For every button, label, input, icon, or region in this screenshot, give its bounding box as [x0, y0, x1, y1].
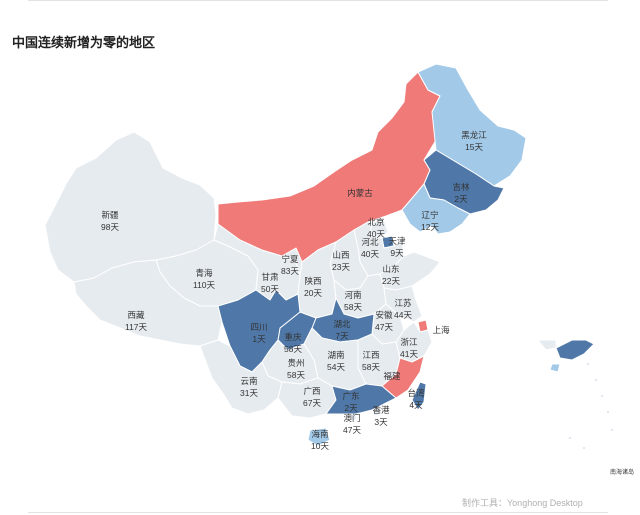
label-shaanxi-name: 陕西: [304, 276, 321, 286]
label-jiangxi-value: 58天: [362, 362, 380, 372]
label-taiwan-name: 台湾: [407, 388, 425, 398]
label-gansu-value: 50天: [261, 284, 279, 294]
label-hubei-name: 湖北: [333, 319, 351, 329]
region-macau[interactable]: [349, 413, 357, 421]
label-beijing-value: 40天: [367, 229, 385, 239]
label-henan-value: 58天: [344, 302, 362, 312]
label-taiwan-value: 4天: [409, 400, 423, 410]
inset-land-east: [555, 339, 595, 361]
label-jiangsu-name: 江苏: [394, 298, 412, 308]
label-shanxi-name: 山西: [332, 250, 349, 260]
label-liaoning-name: 辽宁: [421, 210, 438, 220]
label-shanxi-value: 23天: [332, 262, 350, 272]
region-hongkong[interactable]: [371, 407, 383, 417]
label-gansu-name: 甘肃: [261, 272, 279, 282]
inset-land-west: [537, 339, 557, 351]
label-chongqing-value: 58天: [284, 344, 302, 354]
inset-islands: [569, 363, 613, 449]
label-sichuan-value: 1天: [252, 334, 266, 344]
label-guizhou-name: 贵州: [287, 358, 304, 368]
region-hainan[interactable]: [307, 427, 331, 447]
label-jilin-value: 2天: [454, 194, 468, 204]
label-shandong-name: 山东: [382, 264, 399, 274]
region-liaoning[interactable]: [401, 183, 471, 235]
label-hainan-value: 10天: [311, 441, 329, 451]
label-zhejiang-value: 41天: [400, 349, 418, 359]
label-sichuan-name: 四川: [250, 322, 267, 332]
label-shandong-value: 22天: [382, 276, 400, 286]
region-heilongjiang[interactable]: [417, 63, 527, 187]
label-hubei-value: 7天: [335, 331, 349, 341]
label-jilin-name: 吉林: [452, 182, 470, 192]
label-hebei-name: 河北: [361, 237, 379, 247]
label-guangdong-name: 广东: [342, 391, 359, 401]
label-macau-name: 澳门: [343, 413, 360, 423]
credit-text: 制作工具：Yonghong Desktop: [462, 498, 583, 508]
region-labels: 新疆 98天 西藏 117天 青海 110天 甘肃 50天 宁夏 83天 内蒙古…: [101, 130, 487, 451]
label-qinghai-value: 110天: [193, 280, 216, 290]
label-jiangsu-value: 44天: [394, 310, 412, 320]
label-anhui-name: 安徽: [375, 310, 393, 320]
top-divider: [28, 0, 608, 1]
region-taiwan[interactable]: [411, 381, 427, 411]
label-xizang-value: 117天: [125, 322, 148, 332]
label-hunan-value: 54天: [327, 362, 345, 372]
label-neimenggu-name: 内蒙古: [347, 188, 373, 198]
label-zhejiang-name: 浙江: [400, 337, 418, 347]
label-shanghai-name: 上海: [432, 325, 450, 335]
label-hainan-name: 海南: [311, 429, 328, 439]
label-liaoning-value: 12天: [421, 222, 439, 232]
label-xizang-name: 西藏: [127, 310, 145, 320]
inset-island: [549, 363, 561, 373]
label-ningxia-name: 宁夏: [281, 254, 299, 264]
label-heilongjiang-value: 15天: [465, 142, 483, 152]
bottom-divider: [28, 512, 608, 513]
label-guangdong-value: 2天: [344, 403, 358, 413]
label-beijing-name: 北京: [367, 217, 384, 227]
page-title: 中国连续新增为零的地区: [12, 35, 156, 50]
label-guangxi-value: 67天: [303, 398, 321, 408]
label-henan-name: 河南: [344, 290, 361, 300]
label-hunan-name: 湖南: [327, 350, 344, 360]
label-guangxi-name: 广西: [303, 386, 320, 396]
region-neimenggu[interactable]: [217, 71, 445, 263]
label-fujian-name: 福建: [383, 371, 401, 381]
label-hebei-value: 40天: [361, 249, 379, 259]
label-macau-value: 47天: [343, 425, 361, 435]
label-hongkong-name: 香港: [372, 405, 390, 415]
label-tianjin-name: 天津: [388, 236, 406, 246]
label-chongqing-name: 重庆: [284, 332, 302, 342]
label-xinjiang-value: 98天: [101, 222, 119, 232]
label-hongkong-value: 3天: [374, 417, 388, 427]
label-qinghai-name: 青海: [195, 268, 213, 278]
label-jiangxi-name: 江西: [362, 350, 379, 360]
label-tianjin-value: 9天: [390, 248, 404, 258]
label-yunnan-value: 31天: [240, 388, 258, 398]
inset-label: 南海诸岛: [610, 468, 634, 476]
label-guizhou-value: 58天: [287, 370, 305, 380]
region-guangdong[interactable]: [325, 383, 397, 415]
label-shaanxi-value: 20天: [304, 288, 322, 298]
label-xinjiang-name: 新疆: [101, 210, 119, 220]
label-ningxia-value: 83天: [281, 266, 299, 276]
label-anhui-value: 47天: [375, 322, 393, 332]
label-yunnan-name: 云南: [240, 376, 257, 386]
label-heilongjiang-name: 黑龙江: [461, 130, 487, 140]
